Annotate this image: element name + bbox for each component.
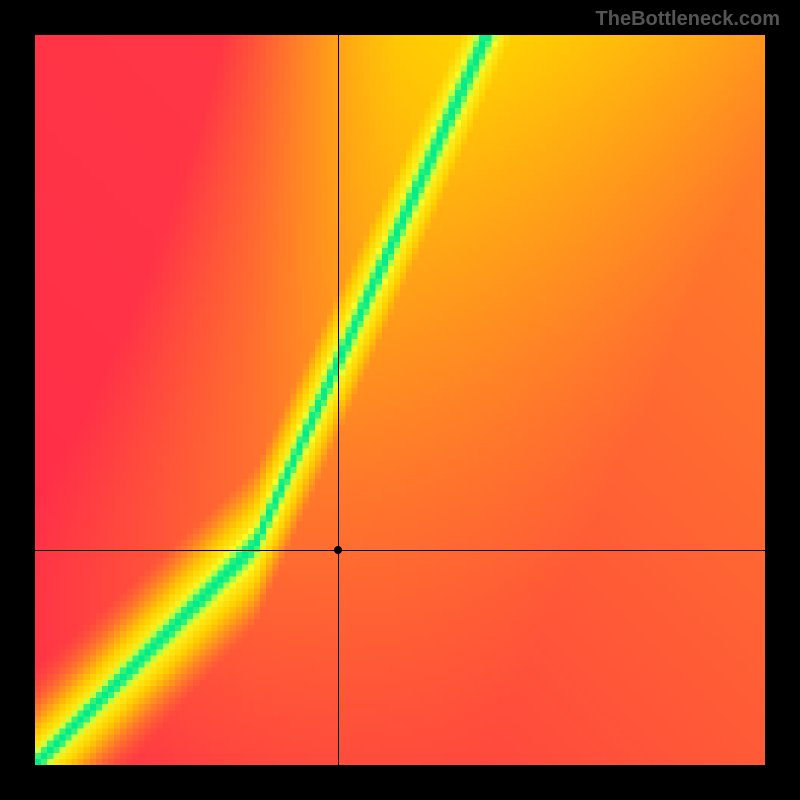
heatmap-canvas — [35, 35, 765, 765]
crosshair-horizontal — [35, 550, 765, 551]
plot-area — [35, 35, 765, 765]
watermark-text: TheBottleneck.com — [596, 8, 780, 31]
crosshair-vertical — [338, 35, 339, 765]
marker-dot — [334, 546, 342, 554]
